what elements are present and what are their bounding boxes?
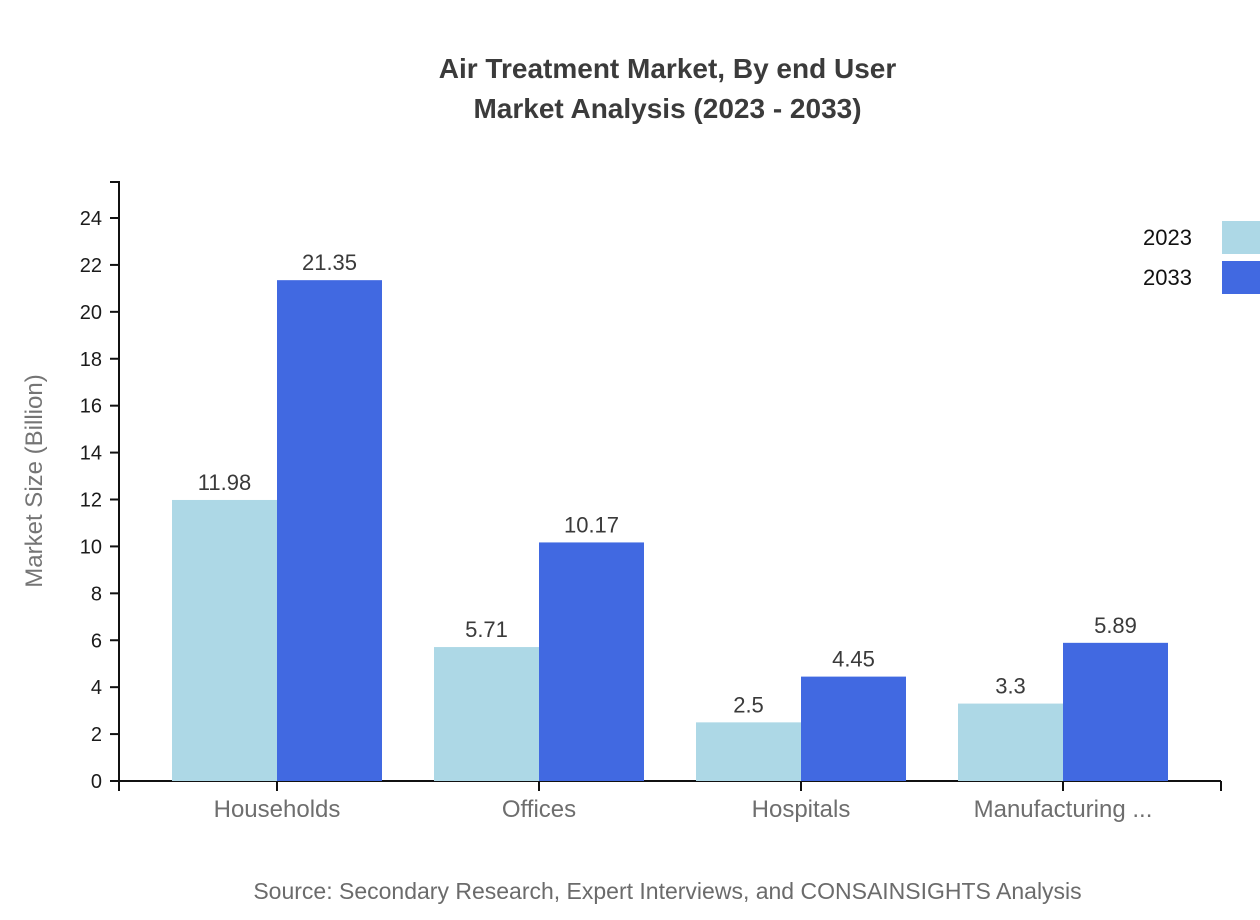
source-note: Source: Secondary Research, Expert Inter… xyxy=(253,878,1082,904)
bar-value-label: 21.35 xyxy=(302,250,357,275)
chart-title: Air Treatment Market, By end User xyxy=(438,53,897,84)
y-axis-tick-label: 8 xyxy=(91,583,102,605)
legend-label-2023: 2023 xyxy=(1143,225,1192,250)
y-axis-tick-label: 18 xyxy=(80,349,102,371)
y-axis-tick-label: 2 xyxy=(91,724,102,746)
chart-subtitle: Market Analysis (2023 - 2033) xyxy=(473,93,862,124)
bar-value-label: 4.45 xyxy=(832,647,875,672)
chart-title-block: Air Treatment Market, By end User Market… xyxy=(75,49,1260,129)
bar-2033 xyxy=(277,280,382,781)
y-axis-tick-label: 20 xyxy=(80,302,102,324)
x-axis-category-label: Hospitals xyxy=(752,796,851,823)
bar-value-label: 5.71 xyxy=(465,617,508,642)
bar-2023 xyxy=(434,647,539,781)
bar-2033 xyxy=(1063,642,1168,781)
y-axis-tick-label: 24 xyxy=(80,208,102,230)
bar-2023 xyxy=(172,499,277,781)
bar-2033 xyxy=(801,676,906,781)
y-axis-tick-label: 16 xyxy=(80,396,102,418)
x-axis-category-label: Households xyxy=(214,796,341,823)
y-axis-tick-label: 22 xyxy=(80,255,102,277)
bar-value-label: 11.98 xyxy=(198,470,251,495)
legend-swatch-2023 xyxy=(1222,221,1260,254)
bar-value-label: 2.5 xyxy=(733,692,764,717)
bar-2023 xyxy=(696,722,801,781)
x-axis-category-label: Offices xyxy=(502,796,576,823)
x-axis-category-label: Manufacturing ... xyxy=(974,796,1153,823)
bar-2033 xyxy=(539,542,644,781)
bar-value-label: 10.17 xyxy=(564,512,619,537)
legend-label-2033: 2033 xyxy=(1143,265,1192,290)
y-axis-tick-label: 14 xyxy=(80,443,102,465)
bar-value-label: 3.3 xyxy=(995,674,1026,699)
y-axis-tick-label: 10 xyxy=(80,536,102,558)
bar-value-label: 5.89 xyxy=(1094,613,1137,638)
y-axis-line xyxy=(110,181,120,781)
y-axis-tick-label: 6 xyxy=(91,630,102,652)
y-axis-tick-label: 12 xyxy=(80,490,102,512)
y-axis-tick-label: 0 xyxy=(91,771,102,793)
y-axis-tick-label: 4 xyxy=(91,677,102,699)
legend-swatch-2033 xyxy=(1222,261,1260,294)
bar-2023 xyxy=(958,703,1063,781)
